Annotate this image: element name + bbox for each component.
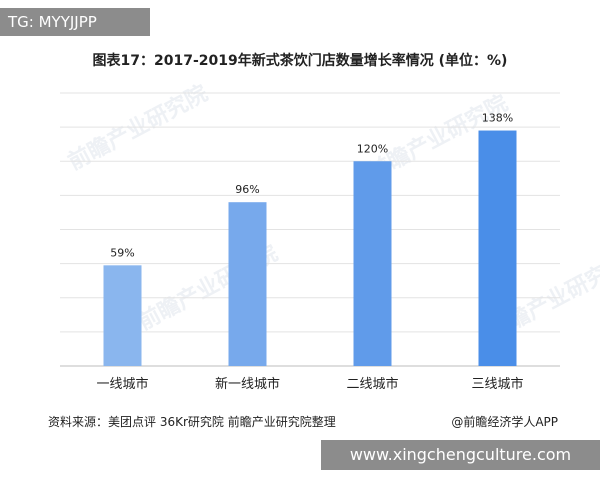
bar-3 <box>478 130 517 366</box>
x-tick-label-0: 一线城市 <box>96 376 148 392</box>
data-label-0: 59% <box>110 246 134 259</box>
tg-badge: TG: MYYJJPP <box>0 8 150 36</box>
x-tick-label-1: 新一线城市 <box>215 376 280 392</box>
site-badge: www.xingchengculture.com <box>321 440 600 470</box>
credit-note: @前瞻经济学人APP <box>451 415 558 429</box>
source-note: 资料来源：美团点评 36Kr研究院 前瞻产业研究院整理 <box>48 415 336 429</box>
data-label-3: 138% <box>482 112 513 125</box>
data-label-1: 96% <box>235 183 259 196</box>
chart-title: 图表17：2017-2019年新式茶饮门店数量增长率情况 (单位：%) <box>92 53 508 69</box>
bar-2 <box>353 161 392 366</box>
x-tick-label-2: 二线城市 <box>346 376 398 392</box>
bar-1 <box>228 202 267 366</box>
bar-0 <box>103 265 142 366</box>
x-tick-label-3: 三线城市 <box>471 376 523 392</box>
data-label-2: 120% <box>357 142 388 155</box>
bar-chart: 59% 一线城市 96% 新一线城市 120% 二线城市 138% 三线城市 <box>60 92 560 392</box>
